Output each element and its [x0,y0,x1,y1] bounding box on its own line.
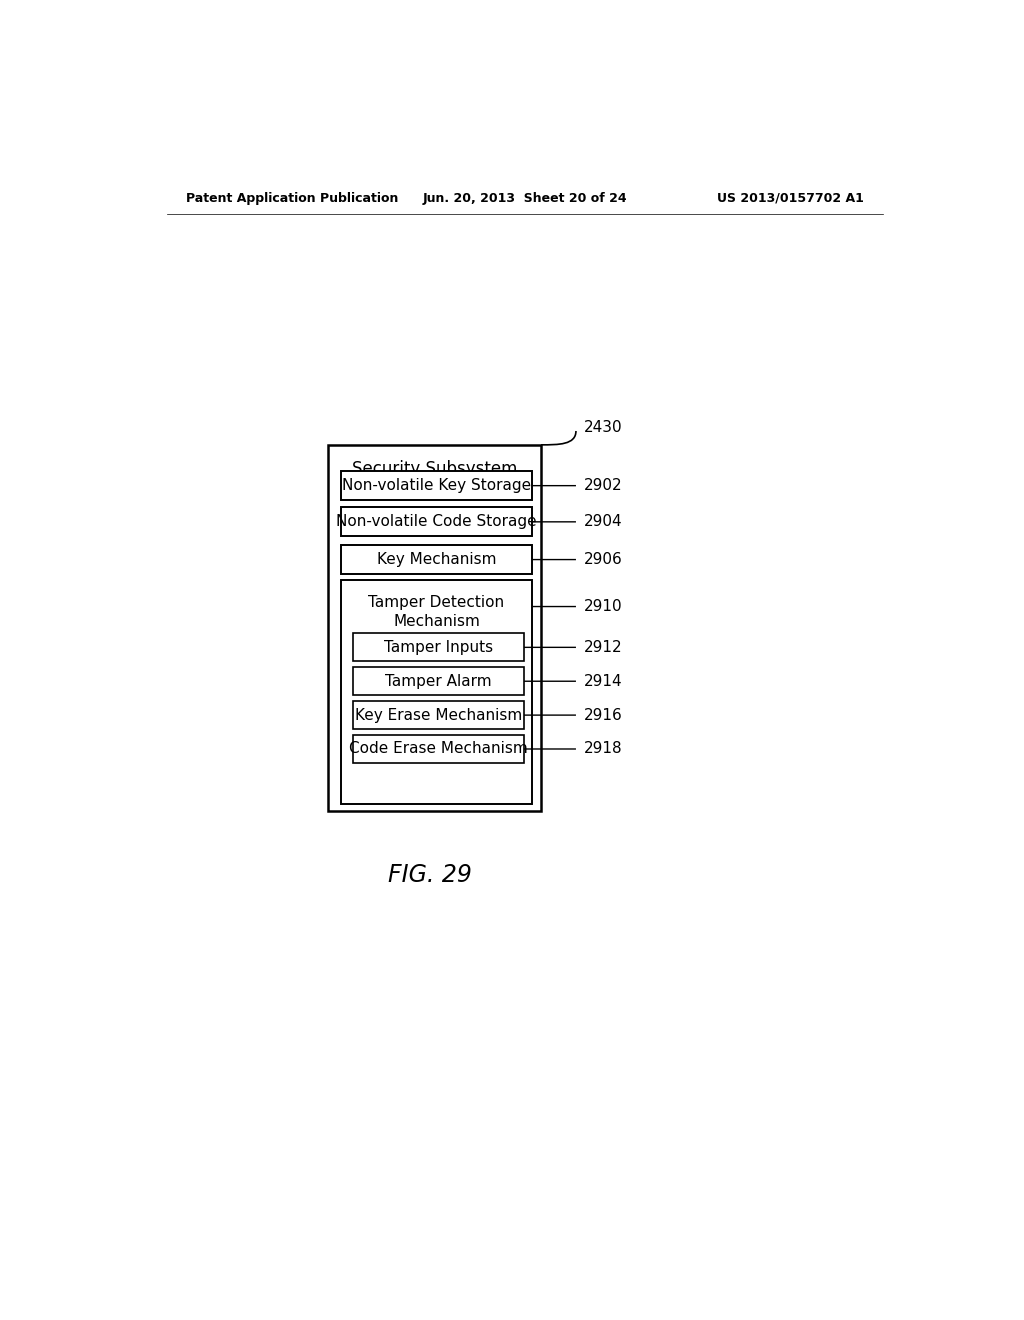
Bar [341,507,531,536]
Text: US 2013/0157702 A1: US 2013/0157702 A1 [718,191,864,205]
Bar [341,579,531,804]
Text: Patent Application Publication: Patent Application Publication [186,191,398,205]
Bar [328,445,541,812]
Bar [352,668,524,696]
Text: 2904: 2904 [584,515,623,529]
Bar [341,545,531,574]
Text: 2918: 2918 [584,742,623,756]
Text: 2906: 2906 [584,552,623,568]
Text: 2914: 2914 [584,673,623,689]
Text: Non-volatile Code Storage: Non-volatile Code Storage [336,515,537,529]
Text: 2916: 2916 [584,708,623,722]
Text: Key Mechanism: Key Mechanism [377,552,497,568]
Text: Tamper Detection
Mechanism: Tamper Detection Mechanism [369,594,505,630]
Text: Code Erase Mechanism: Code Erase Mechanism [349,742,527,756]
Text: Non-volatile Key Storage: Non-volatile Key Storage [342,478,531,494]
Text: 2902: 2902 [584,478,623,494]
Text: Security Subsystem: Security Subsystem [352,461,517,478]
Text: Jun. 20, 2013  Sheet 20 of 24: Jun. 20, 2013 Sheet 20 of 24 [423,191,627,205]
Text: Tamper Inputs: Tamper Inputs [384,640,493,655]
Bar [341,471,531,500]
Text: FIG. 29: FIG. 29 [388,862,472,887]
Bar [352,634,524,661]
Bar [352,701,524,729]
Text: Tamper Alarm: Tamper Alarm [385,673,492,689]
Text: 2912: 2912 [584,640,623,655]
Text: 2910: 2910 [584,599,623,614]
Bar [352,735,524,763]
Text: Key Erase Mechanism: Key Erase Mechanism [354,708,522,722]
Text: 2430: 2430 [584,420,623,434]
